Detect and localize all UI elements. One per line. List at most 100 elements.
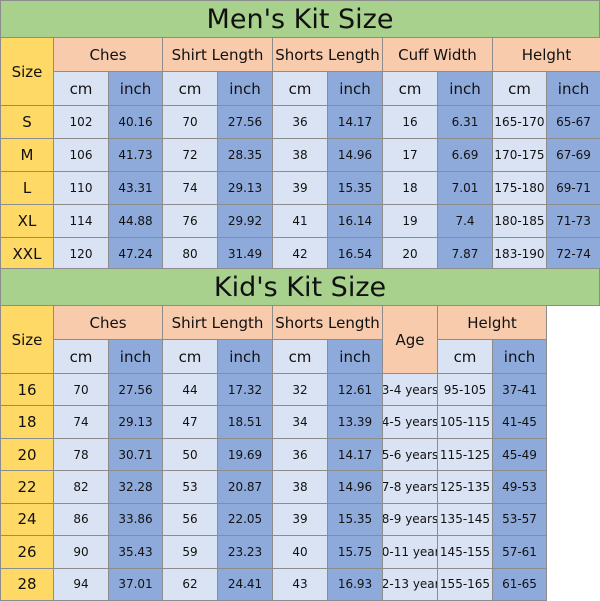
group-header: Shirt Length — [162, 305, 273, 340]
table-cell: 14.17 — [327, 105, 383, 139]
table-cell: 94 — [53, 567, 109, 601]
table-cell: 105-115 — [437, 405, 493, 439]
table-cell: 59 — [162, 535, 218, 569]
table-title: Kid's Kit Size — [0, 268, 600, 306]
unit-header: inch — [327, 71, 383, 106]
size-label: S — [0, 105, 54, 139]
table-cell: 8-9 years — [382, 502, 438, 537]
table-cell: 70 — [53, 373, 109, 407]
table-cell: 45-49 — [492, 437, 547, 472]
table-cell: 50 — [162, 437, 218, 472]
table-cell: 12.61 — [327, 373, 383, 407]
table-cell: 120 — [53, 237, 109, 271]
unit-header: inch — [217, 339, 273, 374]
table-cell: 7.4 — [437, 204, 493, 238]
table-cell: 15.35 — [327, 171, 383, 205]
unit-header: cm — [492, 71, 547, 106]
unit-header: cm — [272, 71, 328, 106]
table-cell: 72-74 — [546, 237, 600, 271]
table-cell: 53-57 — [492, 502, 547, 537]
table-cell: 110 — [53, 171, 109, 205]
unit-header: cm — [53, 71, 109, 106]
unit-header: inch — [108, 71, 163, 106]
size-label: L — [0, 171, 54, 205]
size-label: 26 — [0, 535, 54, 569]
table-cell: 17.32 — [217, 373, 273, 407]
size-label: 28 — [0, 567, 54, 601]
table-cell: 61-65 — [492, 567, 547, 601]
size-label: 24 — [0, 502, 54, 537]
table-cell: 30.71 — [108, 437, 163, 472]
table-cell: 15.75 — [327, 535, 383, 569]
group-header: Shorts Length — [272, 305, 383, 340]
table-cell: 19.69 — [217, 437, 273, 472]
table-cell: 16 — [382, 105, 438, 139]
table-cell: 69-71 — [546, 171, 600, 205]
size-label: 16 — [0, 373, 54, 407]
table-cell: 4-5 years — [382, 405, 438, 439]
table-cell: 76 — [162, 204, 218, 238]
table-cell: 47.24 — [108, 237, 163, 271]
table-cell: 65-67 — [546, 105, 600, 139]
size-label: XXL — [0, 237, 54, 271]
table-cell: 53 — [162, 470, 218, 504]
table-cell: 102 — [53, 105, 109, 139]
table-cell: 106 — [53, 138, 109, 172]
table-cell: 29.13 — [217, 171, 273, 205]
unit-header: inch — [437, 71, 493, 106]
table-cell: 6.31 — [437, 105, 493, 139]
table-cell: 39 — [272, 171, 328, 205]
table-cell: 78 — [53, 437, 109, 472]
table-cell: 41-45 — [492, 405, 547, 439]
table-cell: 39 — [272, 502, 328, 537]
unit-header: cm — [53, 339, 109, 374]
table-cell: 36 — [272, 105, 328, 139]
table-cell: 37.01 — [108, 567, 163, 601]
table-cell: 71-73 — [546, 204, 600, 238]
table-cell: 36 — [272, 437, 328, 472]
size-header: Size — [0, 305, 54, 374]
table-cell: 67-69 — [546, 138, 600, 172]
unit-header: cm — [272, 339, 328, 374]
table-cell: 37-41 — [492, 373, 547, 407]
table-cell: 44.88 — [108, 204, 163, 238]
table-cell: 170-175 — [492, 138, 547, 172]
table-cell: 15.35 — [327, 502, 383, 537]
table-cell: 70 — [162, 105, 218, 139]
table-cell: 16.93 — [327, 567, 383, 601]
table-cell: 6.69 — [437, 138, 493, 172]
table-cell: 74 — [53, 405, 109, 439]
table-cell: 16.54 — [327, 237, 383, 271]
table-cell: 31.49 — [217, 237, 273, 271]
table-cell: 14.17 — [327, 437, 383, 472]
table-cell: 49-53 — [492, 470, 547, 504]
table-cell: 22.05 — [217, 502, 273, 537]
table-cell: 23.23 — [217, 535, 273, 569]
table-cell: 24.41 — [217, 567, 273, 601]
table-cell: 175-180 — [492, 171, 547, 205]
size-label: 20 — [0, 437, 54, 472]
group-header: Shorts Length — [272, 37, 383, 72]
table-cell: 7.87 — [437, 237, 493, 271]
group-header: Helght — [437, 305, 547, 340]
table-cell: 17 — [382, 138, 438, 172]
table-cell: 74 — [162, 171, 218, 205]
table-cell: 41.73 — [108, 138, 163, 172]
table-cell: 183-190 — [492, 237, 547, 271]
table-cell: 125-135 — [437, 470, 493, 504]
size-label: 18 — [0, 405, 54, 439]
table-cell: 86 — [53, 502, 109, 537]
table-cell: 155-165 — [437, 567, 493, 601]
table-cell: 40.16 — [108, 105, 163, 139]
unit-header: inch — [217, 71, 273, 106]
table-cell: 43 — [272, 567, 328, 601]
unit-header: inch — [492, 339, 547, 374]
group-header: Ches — [53, 305, 163, 340]
table-cell: 29.92 — [217, 204, 273, 238]
table-cell: 35.43 — [108, 535, 163, 569]
table-cell: 72 — [162, 138, 218, 172]
table-cell: 16.14 — [327, 204, 383, 238]
table-cell: 180-185 — [492, 204, 547, 238]
table-cell: 27.56 — [217, 105, 273, 139]
